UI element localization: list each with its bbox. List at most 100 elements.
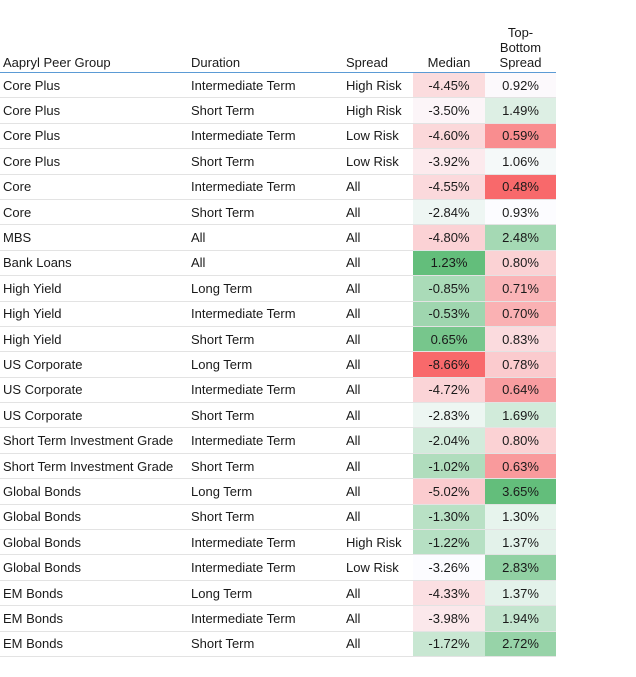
cell-spread: All: [343, 427, 413, 454]
table-row: EM Bonds Short Term All -1.72% 2.72%: [0, 631, 556, 657]
cell-median: -4.60%: [413, 123, 485, 150]
cell-duration: Short Term: [188, 326, 343, 353]
cell-peer-group: Core: [0, 199, 188, 226]
cell-median: 0.65%: [413, 326, 485, 353]
cell-spread: All: [343, 275, 413, 302]
cell-peer-group: US Corporate: [0, 402, 188, 429]
cell-top-bottom-spread: 0.70%: [485, 301, 556, 327]
cell-peer-group: High Yield: [0, 326, 188, 353]
cell-median: -3.50%: [413, 97, 485, 124]
cell-duration: All: [188, 250, 343, 277]
cell-duration: Intermediate Term: [188, 72, 343, 99]
cell-peer-group: Global Bonds: [0, 478, 188, 505]
cell-peer-group: MBS: [0, 224, 188, 251]
header-row: Aapryl Peer Group Duration Spread Median…: [0, 18, 556, 73]
cell-top-bottom-spread: 0.71%: [485, 275, 556, 302]
table-row: US Corporate Long Term All -8.66% 0.78%: [0, 351, 556, 378]
table-row: EM Bonds Intermediate Term All -3.98% 1.94%: [0, 605, 556, 632]
cell-peer-group: EM Bonds: [0, 605, 188, 632]
cell-median: -1.72%: [413, 631, 485, 657]
cell-top-bottom-spread: 0.93%: [485, 199, 556, 226]
cell-peer-group: EM Bonds: [0, 580, 188, 607]
cell-duration: Long Term: [188, 580, 343, 607]
cell-spread: All: [343, 605, 413, 632]
cell-peer-group: Core Plus: [0, 72, 188, 99]
cell-peer-group: Core: [0, 174, 188, 200]
cell-spread: All: [343, 402, 413, 429]
cell-duration: Short Term: [188, 453, 343, 480]
cell-top-bottom-spread: 0.63%: [485, 453, 556, 480]
cell-peer-group: US Corporate: [0, 377, 188, 404]
cell-spread: Low Risk: [343, 554, 413, 581]
table-row: Short Term Investment Grade Short Term All…: [0, 453, 556, 480]
cell-spread: All: [343, 351, 413, 378]
cell-median: -4.72%: [413, 377, 485, 404]
cell-peer-group: EM Bonds: [0, 631, 188, 657]
cell-median: 1.23%: [413, 250, 485, 277]
table-row: Bank Loans All All 1.23% 0.80%: [0, 250, 556, 277]
table-row: High Yield Short Term All 0.65% 0.83%: [0, 326, 556, 353]
cell-duration: Intermediate Term: [188, 554, 343, 581]
cell-median: -1.30%: [413, 504, 485, 531]
cell-spread: All: [343, 631, 413, 657]
cell-spread: All: [343, 377, 413, 404]
cell-median: -1.02%: [413, 453, 485, 480]
cell-median: -5.02%: [413, 478, 485, 505]
cell-duration: Intermediate Term: [188, 377, 343, 404]
table-row: High Yield Long Term All -0.85% 0.71%: [0, 275, 556, 302]
cell-top-bottom-spread: 0.80%: [485, 250, 556, 277]
cell-top-bottom-spread: 0.64%: [485, 377, 556, 404]
table-row: Core Plus Short Term High Risk -3.50% 1.49%: [0, 97, 556, 124]
cell-spread: Low Risk: [343, 148, 413, 175]
cell-median: -4.33%: [413, 580, 485, 607]
cell-peer-group: Bank Loans: [0, 250, 188, 277]
cell-top-bottom-spread: 1.30%: [485, 504, 556, 531]
cell-duration: Intermediate Term: [188, 174, 343, 200]
cell-spread: All: [343, 301, 413, 327]
cell-top-bottom-spread: 2.83%: [485, 554, 556, 581]
cell-median: -2.04%: [413, 427, 485, 454]
table-row: US Corporate Short Term All -2.83% 1.69%: [0, 402, 556, 429]
cell-median: -3.26%: [413, 554, 485, 581]
cell-median: -8.66%: [413, 351, 485, 378]
cell-spread: All: [343, 453, 413, 480]
table-row: US Corporate Intermediate Term All -4.72% 0.…: [0, 377, 556, 404]
cell-duration: All: [188, 224, 343, 251]
cell-duration: Intermediate Term: [188, 123, 343, 150]
cell-duration: Short Term: [188, 402, 343, 429]
table-row: Core Short Term All -2.84% 0.93%: [0, 199, 556, 226]
cell-spread: All: [343, 580, 413, 607]
cell-spread: All: [343, 250, 413, 277]
cell-peer-group: US Corporate: [0, 351, 188, 378]
cell-spread: All: [343, 199, 413, 226]
table-row: Core Plus Intermediate Term Low Risk -4.60%…: [0, 123, 556, 150]
cell-spread: High Risk: [343, 72, 413, 99]
cell-median: -4.80%: [413, 224, 485, 251]
cell-top-bottom-spread: 3.65%: [485, 478, 556, 505]
cell-median: -1.22%: [413, 529, 485, 556]
cell-median: -2.84%: [413, 199, 485, 226]
cell-peer-group: High Yield: [0, 275, 188, 302]
cell-peer-group: High Yield: [0, 301, 188, 327]
cell-top-bottom-spread: 0.78%: [485, 351, 556, 378]
cell-spread: High Risk: [343, 97, 413, 124]
cell-spread: All: [343, 224, 413, 251]
cell-median: -2.83%: [413, 402, 485, 429]
cell-spread: All: [343, 478, 413, 505]
table-row: EM Bonds Long Term All -4.33% 1.37%: [0, 580, 556, 607]
header-top-bottom-spread: Top- Bottom Spread: [485, 18, 556, 73]
cell-top-bottom-spread: 0.92%: [485, 72, 556, 99]
cell-top-bottom-spread: 2.72%: [485, 631, 556, 657]
cell-peer-group: Core Plus: [0, 97, 188, 124]
cell-median: -0.85%: [413, 275, 485, 302]
cell-duration: Intermediate Term: [188, 529, 343, 556]
table-row: Core Plus Short Term Low Risk -3.92% 1.06%: [0, 148, 556, 175]
cell-peer-group: Short Term Investment Grade: [0, 427, 188, 454]
cell-peer-group: Global Bonds: [0, 529, 188, 556]
cell-duration: Short Term: [188, 631, 343, 657]
cell-median: -3.92%: [413, 148, 485, 175]
cell-top-bottom-spread: 0.80%: [485, 427, 556, 454]
cell-peer-group: Core Plus: [0, 148, 188, 175]
cell-spread: All: [343, 174, 413, 200]
peer-group-table: Aapryl Peer Group Duration Spread Median…: [0, 18, 556, 657]
